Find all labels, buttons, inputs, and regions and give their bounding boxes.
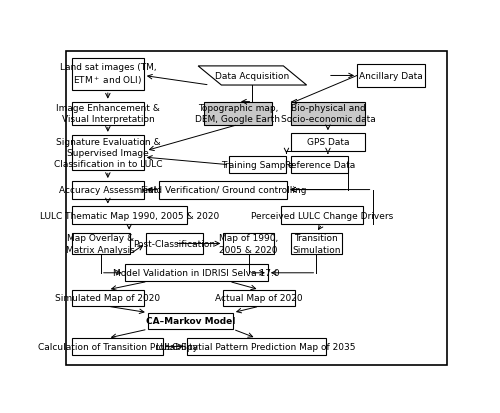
Text: Training Sample: Training Sample: [222, 161, 294, 170]
Bar: [160, 182, 287, 199]
Bar: [224, 290, 295, 306]
Text: Image Enhancement &
Visual Interpretation: Image Enhancement & Visual Interpretatio…: [56, 104, 160, 124]
Text: GPS Data: GPS Data: [306, 138, 349, 147]
Bar: [148, 313, 233, 330]
Text: Bio-physical and
Socio-economic data: Bio-physical and Socio-economic data: [280, 104, 376, 124]
Text: Transition
Simulation: Transition Simulation: [292, 234, 341, 254]
Bar: [282, 207, 363, 225]
Bar: [72, 233, 130, 255]
Bar: [72, 207, 186, 225]
Bar: [72, 290, 144, 306]
Text: LULC Spatial Pattern Prediction Map of 2035: LULC Spatial Pattern Prediction Map of 2…: [156, 342, 356, 351]
Bar: [229, 157, 286, 173]
Polygon shape: [198, 67, 306, 86]
Text: Calculation of Transition Probability: Calculation of Transition Probability: [38, 342, 198, 351]
Bar: [72, 102, 144, 125]
Bar: [291, 134, 365, 151]
Text: Map of 1990,
2005 & 2020: Map of 1990, 2005 & 2020: [219, 234, 278, 254]
Text: Field Verification/ Ground controlling: Field Verification/ Ground controlling: [140, 186, 306, 195]
Bar: [291, 157, 348, 173]
Bar: [357, 65, 425, 88]
Bar: [146, 233, 203, 255]
Text: CA–Markov Model: CA–Markov Model: [146, 317, 235, 325]
Bar: [204, 102, 272, 125]
Text: Actual Map of 2020: Actual Map of 2020: [216, 294, 303, 303]
Bar: [186, 338, 326, 355]
Bar: [72, 135, 144, 171]
Text: Reference Data: Reference Data: [284, 161, 355, 170]
Text: Topographic map,
DEM, Google Earth: Topographic map, DEM, Google Earth: [196, 104, 280, 124]
Text: Map Overlay &
Matrix Analysis: Map Overlay & Matrix Analysis: [66, 234, 135, 254]
Text: Ancillary Data: Ancillary Data: [359, 72, 423, 81]
Text: LULC Thematic Map 1990, 2005 & 2020: LULC Thematic Map 1990, 2005 & 2020: [40, 211, 219, 220]
Bar: [72, 59, 144, 91]
Bar: [124, 264, 268, 282]
Text: Land sat images (TM,
ETM$^+$ and OLI): Land sat images (TM, ETM$^+$ and OLI): [60, 63, 156, 87]
Bar: [72, 338, 163, 355]
Text: Signature Evaluation &
Supervised Image
Classification in to LULC: Signature Evaluation & Supervised Image …: [54, 138, 162, 169]
Text: Post-Classification: Post-Classification: [134, 240, 216, 248]
Bar: [224, 233, 274, 255]
Bar: [72, 182, 144, 199]
Bar: [291, 233, 342, 255]
Text: Perceived LULC Change Drivers: Perceived LULC Change Drivers: [251, 211, 393, 220]
Text: Accuracy Assessment: Accuracy Assessment: [59, 186, 157, 195]
Text: Data Acquisition: Data Acquisition: [215, 72, 290, 81]
Text: Model Validation in IDRISI Selva 17.0: Model Validation in IDRISI Selva 17.0: [113, 268, 280, 278]
Bar: [291, 102, 365, 125]
Text: Simulated Map of 2020: Simulated Map of 2020: [56, 294, 160, 303]
